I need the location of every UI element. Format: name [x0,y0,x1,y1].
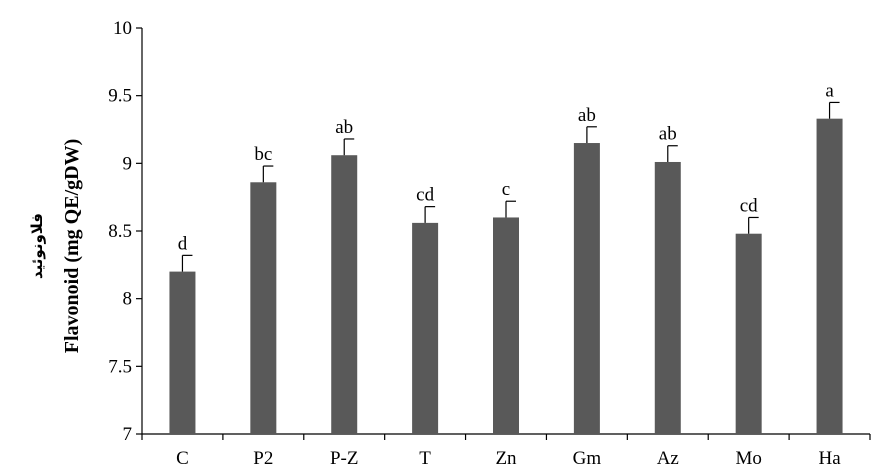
y-tick-label: 9.5 [108,86,132,107]
x-axis: C P2 P-Z T Zn Gm Az Mo Ha [141,433,871,469]
y-tick-label: 10 [113,18,132,39]
bar-t [412,222,439,434]
significance-letter: d [178,233,188,254]
significance-letter: ab [659,124,677,145]
bars [169,118,843,435]
bar-mo [735,233,762,434]
significance-letters: d bc ab cd c ab ab cd a [178,80,835,254]
y-tick-label: 7.5 [108,356,132,377]
x-category-label: Gm [573,448,602,469]
significance-letter: ab [335,117,353,138]
bar-ha [816,118,843,434]
y-axis-title-persian: فلاونوئید [28,213,46,279]
x-category-label: P-Z [330,448,359,469]
significance-letter: bc [254,144,272,165]
x-category-label: Ha [818,448,841,469]
bar-zn [493,217,519,434]
y-tick-label: 7 [123,424,133,445]
x-category-label: C [176,448,189,469]
x-category-label: Mo [735,448,761,469]
bar-p2 [250,182,277,434]
x-category-label: Zn [495,448,517,469]
bar-c [169,271,196,434]
x-category-label: T [419,448,431,469]
y-axis: 7 7.5 8 8.5 9 9.5 10 [108,18,143,445]
significance-letter: cd [416,185,434,206]
y-axis-title: Flavonoid (mg QE/gDW) [61,139,83,353]
bar-az [654,161,681,435]
y-tick-label: 8 [123,289,133,310]
significance-letter: a [825,80,834,101]
significance-letter: cd [740,195,758,216]
significance-letter: c [502,179,510,200]
error-bars [181,101,840,272]
x-category-label: P2 [253,448,273,469]
bar-p-z [331,155,358,435]
significance-letter: ab [578,105,596,126]
x-category-label: Az [657,448,679,469]
bar-gm [573,143,600,435]
y-tick-label: 9 [123,153,133,174]
y-tick-label: 8.5 [108,221,132,242]
